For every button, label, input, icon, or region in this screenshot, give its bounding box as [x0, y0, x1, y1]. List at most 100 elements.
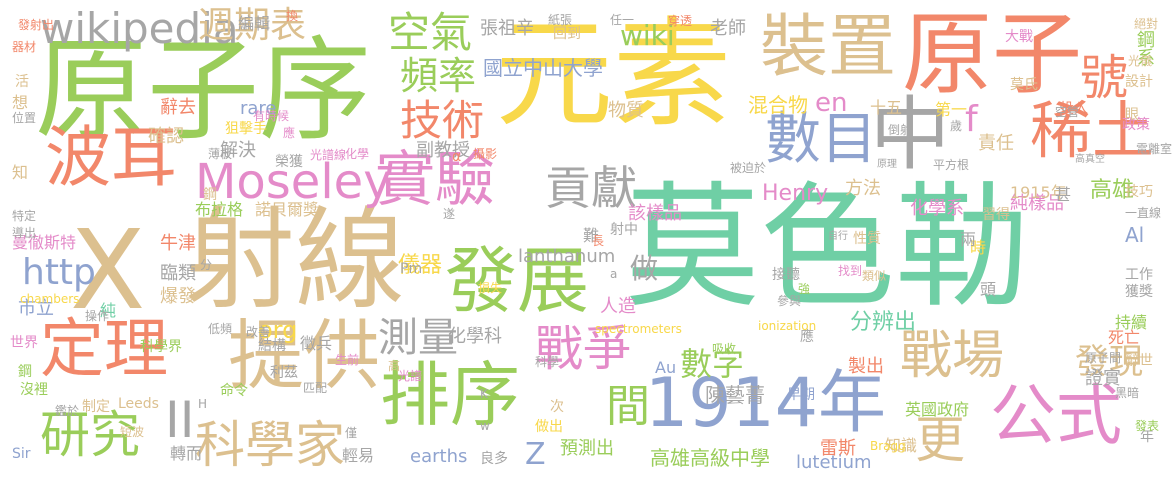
- word-92: 政策: [1122, 117, 1150, 133]
- word-72: 解決: [220, 140, 256, 161]
- word-178: 平方根: [933, 158, 970, 172]
- word-48: lutetium: [796, 452, 872, 473]
- word-51: 陳藝菁: [705, 383, 765, 407]
- word-147: 長: [592, 234, 605, 248]
- word-138: 特定: [12, 209, 37, 223]
- word-80: 臨類: [160, 263, 196, 284]
- word-38: II: [165, 391, 195, 449]
- word-23: 戰爭: [535, 321, 632, 377]
- word-41: 做: [630, 252, 659, 285]
- word-43: 物質: [608, 100, 644, 121]
- word-153: 光譜: [398, 369, 423, 383]
- word-95: 持續: [1115, 313, 1148, 332]
- word-17: 稀土: [1030, 94, 1155, 167]
- word-34: 數字: [680, 345, 745, 383]
- word-103: 知識: [885, 436, 918, 455]
- word-59: 化學系: [910, 198, 964, 219]
- word-36: org: [258, 316, 298, 344]
- word-56: 方法: [845, 178, 881, 199]
- word-15: 數目: [765, 107, 877, 172]
- word-57: 分辨出: [850, 310, 917, 335]
- word-171: 攝影: [473, 147, 498, 161]
- word-116: 做出: [535, 419, 563, 435]
- word-18: 公式: [990, 377, 1122, 454]
- word-128: 時: [970, 238, 987, 257]
- word-173: 鋼: [203, 187, 217, 203]
- word-68: 老師: [710, 18, 746, 39]
- word-21: 研究: [40, 406, 140, 464]
- word-184: 發表: [1135, 419, 1160, 433]
- word-75: 狙擊手: [225, 121, 267, 137]
- word-141: 活: [15, 74, 29, 90]
- word-152: 高: [388, 359, 401, 373]
- word-70: 十五: [870, 98, 903, 117]
- word-67: 張祖辛: [480, 18, 534, 39]
- word-99: 原子間: [1085, 351, 1122, 365]
- word-63: 證實: [1085, 368, 1121, 389]
- word-166: 改善: [246, 325, 271, 339]
- word-192: w: [480, 419, 490, 433]
- word-170: 化學: [345, 147, 370, 161]
- word-174: 紙張: [548, 13, 573, 27]
- word-159: 損失: [478, 281, 503, 295]
- word-161: 利茲: [270, 365, 298, 381]
- word-150: 找到: [838, 264, 863, 278]
- word-89: 大戰: [1005, 29, 1033, 45]
- word-55: 雷斯: [820, 438, 856, 459]
- word-132: 眼: [1125, 107, 1139, 123]
- word-27: wikipedia: [40, 4, 239, 53]
- word-188: 操作: [85, 309, 110, 323]
- word-145: 純: [100, 301, 117, 320]
- word-190: H: [198, 397, 208, 411]
- word-165: 生前: [335, 353, 360, 367]
- word-123: 難: [583, 226, 600, 245]
- word-144: 知: [12, 163, 29, 182]
- word-20: 號: [1071, 52, 1127, 100]
- word-26: 空氣: [388, 8, 473, 57]
- word-151: 吸收: [712, 342, 737, 356]
- word-140: 想: [12, 93, 29, 112]
- word-28: 週期表: [198, 5, 307, 46]
- word-19: 戰場: [900, 326, 1005, 386]
- word-81: 爆發: [160, 286, 196, 307]
- word-102: 英國政府: [905, 400, 970, 419]
- word-149: 類似: [862, 269, 887, 283]
- word-69: f: [965, 99, 978, 140]
- word-30: 測量: [378, 315, 458, 361]
- word-130: 甚: [1055, 185, 1072, 204]
- word-136: 習得: [982, 207, 1010, 223]
- word-77: 布拉格: [195, 200, 244, 219]
- word-176: 穿透: [668, 14, 693, 28]
- word-2: 原子序: [35, 26, 371, 156]
- word-98: 光儀: [1128, 54, 1153, 68]
- word-169: 光譜線: [310, 148, 347, 162]
- word-13: 定理: [40, 313, 168, 387]
- word-97: 設計: [1125, 74, 1153, 90]
- word-187: 低頻: [208, 322, 233, 336]
- word-37: en: [815, 88, 848, 118]
- word-65: 人造: [600, 296, 636, 317]
- word-84: Pm: [400, 261, 423, 277]
- word-85: Au: [655, 358, 677, 377]
- word-16: 中: [870, 88, 950, 181]
- word-76: 諾貝爾獎: [255, 200, 320, 219]
- word-179: 倒射: [888, 123, 913, 137]
- word-93: 技巧: [1125, 184, 1153, 200]
- word-183: 黑暗: [1115, 386, 1140, 400]
- word-181: 電離室: [1136, 142, 1173, 156]
- word-112: 徵兵: [300, 334, 333, 353]
- word-139: 導出: [12, 226, 37, 240]
- word-105: Sir: [12, 446, 31, 462]
- word-195: α: [452, 149, 462, 165]
- word-71: 確認: [148, 126, 184, 147]
- word-127: 頭: [980, 280, 997, 299]
- word-115: 次: [550, 399, 564, 415]
- word-1: 莫色勒: [625, 169, 1030, 326]
- word-40: wiki: [620, 19, 675, 52]
- word-4: 原子: [902, 2, 1082, 107]
- word-33: 發現: [1075, 342, 1143, 382]
- word-167: 有時候: [253, 109, 290, 123]
- word-114: 轉而: [170, 444, 203, 463]
- word-120: 換: [286, 9, 299, 23]
